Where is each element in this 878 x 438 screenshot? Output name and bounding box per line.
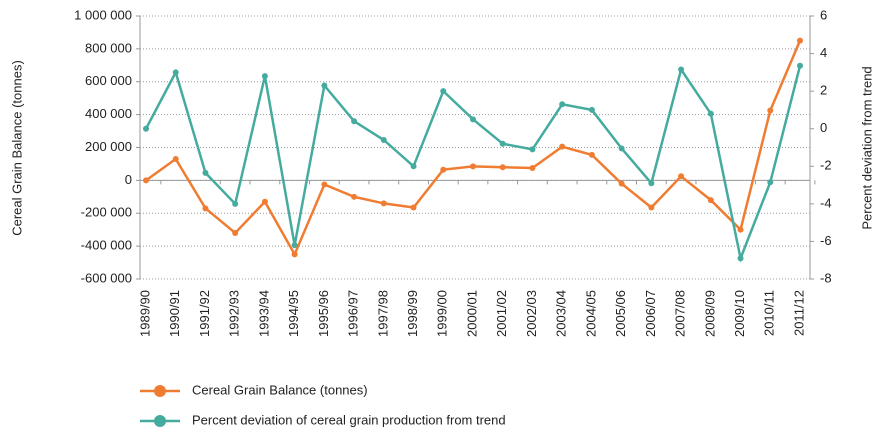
y2-tick-label: -4: [820, 195, 832, 210]
point: [261, 73, 268, 80]
x-tick-label: 1989/90: [137, 290, 152, 337]
point: [588, 106, 595, 113]
point: [737, 226, 744, 233]
y2-tick-label: 0: [820, 120, 827, 135]
x-tick-label: 2011/12: [791, 290, 806, 336]
point: [499, 140, 506, 147]
x-tick-label: 2006/07: [643, 290, 658, 337]
point: [678, 66, 685, 73]
point: [618, 180, 625, 187]
point: [440, 166, 447, 173]
point: [172, 69, 179, 76]
point: [588, 151, 595, 158]
x-tick-label: 2003/04: [554, 290, 569, 337]
point: [440, 88, 447, 95]
point: [410, 163, 417, 170]
x-tick-label: 2008/09: [702, 290, 717, 337]
point: [143, 177, 149, 184]
point: [351, 193, 358, 200]
point: [499, 164, 506, 171]
point: [767, 179, 774, 186]
x-tick-label: 2000/01: [464, 290, 479, 337]
point: [410, 204, 417, 211]
point: [321, 82, 328, 89]
point: [797, 37, 803, 44]
legend-marker: [154, 385, 166, 397]
point: [232, 200, 239, 207]
y2-tick-label: 6: [820, 7, 827, 22]
y2-tick-label: -8: [820, 270, 832, 285]
y2-tick-label: -2: [820, 158, 832, 173]
legend-marker: [154, 415, 166, 427]
x-tick-label: 2001/02: [494, 290, 509, 337]
point: [380, 200, 387, 207]
point: [797, 62, 803, 69]
x-tick-label: 1992/93: [227, 290, 242, 337]
point: [559, 101, 566, 108]
point: [648, 204, 655, 211]
y-tick-label: 200 000: [85, 139, 132, 154]
point: [529, 146, 536, 153]
point: [470, 163, 476, 170]
x-tick-label: 1997/98: [375, 290, 390, 337]
point: [470, 116, 476, 123]
y-tick-label: 600 000: [85, 73, 132, 88]
point: [291, 242, 298, 249]
y-axis-title: Cereal Grain Balance (tonnes): [9, 60, 24, 236]
x-tick-label: 2005/06: [613, 290, 628, 337]
y2-tick-label: 4: [820, 45, 827, 60]
y-tick-label: 800 000: [85, 40, 132, 55]
y2-axis-title: Percent deviation from trend: [859, 66, 874, 229]
x-tick-label: 1999/00: [435, 290, 450, 337]
y-tick-label: -200 000: [81, 205, 132, 220]
x-tick-label: 1993/94: [256, 290, 271, 337]
y2-tick-label: 2: [820, 83, 827, 98]
x-tick-label: 1996/97: [346, 290, 361, 337]
point: [143, 125, 149, 132]
y-tick-label: -400 000: [81, 238, 132, 253]
legend-label: Percent deviation of cereal grain produc…: [192, 412, 506, 427]
point: [767, 107, 774, 114]
series-line: [144, 65, 802, 263]
point: [529, 165, 536, 172]
point: [737, 255, 744, 262]
y2-tick-label: -6: [820, 233, 832, 248]
point: [232, 229, 239, 236]
point: [559, 143, 566, 150]
point: [678, 173, 685, 180]
x-tick-label: 2010/11: [762, 290, 777, 336]
x-tick-label: 1991/92: [197, 290, 212, 337]
point: [172, 156, 179, 163]
point: [291, 251, 298, 258]
point: [261, 198, 268, 205]
y-tick-label: 1 000 000: [74, 7, 132, 22]
x-tick-label: 2007/08: [673, 290, 688, 337]
x-tick-label: 2004/05: [583, 290, 598, 337]
point: [351, 118, 358, 125]
y-tick-label: 0: [125, 172, 132, 187]
x-tick-label: 1990/91: [167, 290, 182, 337]
point: [618, 145, 625, 152]
x-tick-label: 2009/10: [732, 290, 747, 337]
point: [380, 136, 387, 143]
legend-label: Cereal Grain Balance (tonnes): [192, 382, 368, 397]
point: [321, 181, 328, 188]
x-tick-label: 2002/03: [524, 290, 539, 337]
point: [202, 169, 209, 176]
y-tick-label: -600 000: [81, 270, 132, 285]
point: [648, 180, 655, 187]
y-tick-label: 400 000: [85, 106, 132, 121]
x-tick-label: 1998/99: [405, 290, 420, 337]
point: [202, 205, 209, 212]
point: [707, 110, 714, 117]
point: [707, 197, 714, 204]
x-tick-label: 1994/95: [286, 290, 301, 337]
x-tick-label: 1995/96: [316, 290, 331, 337]
